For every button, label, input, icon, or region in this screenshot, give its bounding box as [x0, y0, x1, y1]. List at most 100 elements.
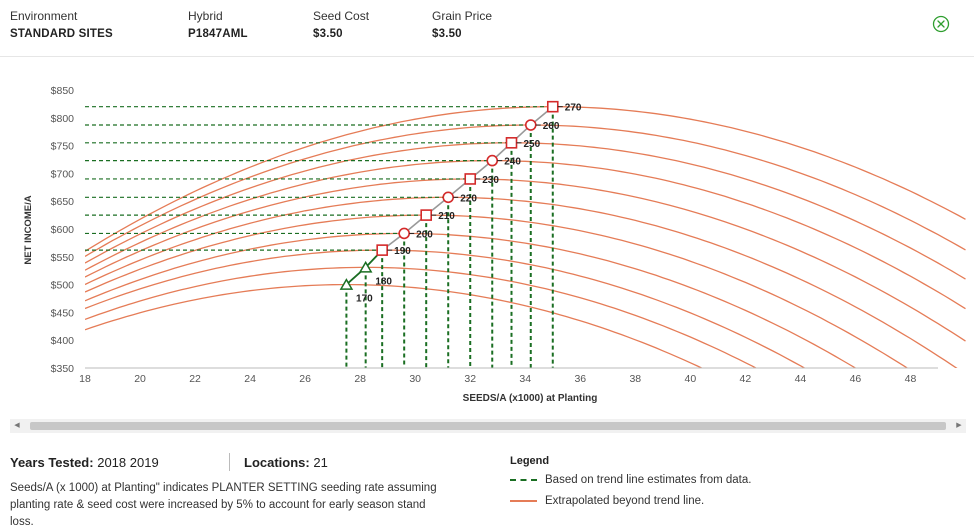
- years-tested-label: Years Tested:: [10, 455, 94, 470]
- solid-orange-swatch: [510, 499, 537, 502]
- legend-item-extrapolated-label: Extrapolated beyond trend line.: [545, 495, 705, 507]
- x-tick-label-46: 46: [850, 373, 862, 385]
- extrapolated-curve-210: [85, 214, 909, 368]
- y-tick-label-450: $450: [51, 307, 75, 319]
- x-tick-label-38: 38: [629, 373, 641, 385]
- x-axis-title: SEEDS/A (x1000) at Planting: [463, 393, 598, 404]
- extrapolated-curve-230: [85, 178, 966, 342]
- hybrid-field: Hybrid P1847AML: [188, 9, 248, 40]
- locations: Locations: 21: [244, 455, 328, 470]
- y-tick-label-400: $400: [51, 335, 75, 347]
- x-tick-label-24: 24: [244, 373, 256, 385]
- x-tick-label-40: 40: [685, 373, 697, 385]
- y-tick-label-550: $550: [51, 252, 75, 264]
- optimum-guide-lines: [85, 106, 554, 368]
- yield-label-260: 260: [543, 121, 560, 132]
- yield-label-240: 240: [504, 157, 521, 168]
- yield-label-170: 170: [356, 294, 373, 305]
- x-tick-label-18: 18: [79, 373, 91, 385]
- environment-label: Environment: [10, 9, 78, 23]
- seed-cost-label: Seed Cost: [313, 9, 370, 23]
- legend-item-trend: Based on trend line estimates from data.: [510, 474, 751, 486]
- x-tick-label-32: 32: [464, 373, 476, 385]
- x-tick-label-30: 30: [409, 373, 421, 385]
- years-tested: Years Tested: 2018 2019: [10, 455, 159, 470]
- circle-marker-260: [524, 119, 537, 131]
- hybrid-value: P1847AML: [188, 28, 248, 40]
- environment-value: STANDARD SITES: [10, 28, 113, 40]
- yield-label-220: 220: [460, 193, 477, 204]
- y-tick-label-600: $600: [51, 224, 75, 236]
- summary-divider: [229, 453, 230, 471]
- y-tick-label-650: $650: [51, 196, 75, 208]
- grain-price-field: Grain Price $3.50: [432, 9, 492, 40]
- extrapolated-curve-180: [85, 266, 758, 368]
- legend-item-extrapolated: Extrapolated beyond trend line.: [510, 495, 704, 507]
- yield-label-250: 250: [524, 139, 541, 150]
- dashed-green-swatch: [510, 478, 537, 481]
- horizontal-scrollbar[interactable]: ◀ ▶: [10, 419, 966, 433]
- y-tick-label-800: $800: [51, 113, 75, 125]
- y-tick-label-500: $500: [51, 280, 75, 292]
- yield-label-200: 200: [416, 229, 433, 240]
- extrapolated-curve-240: [85, 159, 966, 310]
- legend-item-trend-label: Based on trend line estimates from data.: [545, 474, 752, 486]
- close-button[interactable]: [932, 15, 950, 33]
- seed-cost-field: Seed Cost $3.50: [313, 9, 369, 40]
- y-tick-label-750: $750: [51, 141, 75, 153]
- circle-marker-200: [398, 227, 410, 240]
- y-tick-label-350: $350: [51, 363, 75, 375]
- x-tick-label-20: 20: [134, 373, 146, 385]
- axes: 18 20 22 24 26 28 30 32 34 36 38 40 42 44 46 48 $350 $400…: [51, 85, 938, 385]
- extrapolated-curves: [85, 106, 966, 368]
- grain-price-label: Grain Price: [432, 9, 493, 23]
- circle-marker-220: [442, 191, 455, 204]
- circle-marker-240: [486, 154, 499, 167]
- extrapolated-curve-170: [85, 283, 704, 368]
- scroll-left-icon[interactable]: ◀: [14, 422, 20, 429]
- yield-label-210: 210: [438, 211, 455, 222]
- extrapolated-curve-200: [85, 232, 857, 368]
- extrapolated-curve-270: [85, 106, 966, 252]
- y-axis-title: NET INCOME/A: [23, 195, 34, 264]
- x-tick-label-44: 44: [795, 373, 807, 385]
- locations-label: Locations:: [244, 455, 310, 470]
- square-marker-210: [420, 209, 433, 221]
- yield-label-270: 270: [565, 103, 582, 114]
- yield-label-190: 190: [394, 246, 411, 257]
- y-tick-label-850: $850: [51, 85, 75, 97]
- extrapolated-curve-220: [85, 196, 958, 368]
- planting-note: Seeds/A (x 1000) at Planting" indicates …: [10, 482, 437, 527]
- extrapolated-curve-190: [85, 249, 806, 368]
- scroll-right-icon[interactable]: ▶: [956, 422, 962, 429]
- triangle-marker-180: [358, 260, 373, 273]
- y-tick-label-700: $700: [51, 168, 75, 180]
- grain-price-value: $3.50: [432, 28, 462, 40]
- square-marker-270: [546, 100, 559, 113]
- x-tick-label-22: 22: [189, 373, 201, 385]
- x-tick-label-42: 42: [740, 373, 752, 385]
- extrapolated-curve-250: [85, 142, 966, 280]
- square-marker-230: [464, 173, 477, 185]
- close-circle-icon: [932, 15, 950, 33]
- x-tick-label-26: 26: [299, 373, 311, 385]
- seed-cost-value: $3.50: [313, 28, 343, 40]
- x-tick-label-36: 36: [574, 373, 586, 385]
- yield-label-230: 230: [482, 175, 499, 186]
- triangle-marker-170: [339, 278, 354, 290]
- environment-field: Environment STANDARD SITES: [10, 9, 113, 40]
- locations-value: 21: [313, 455, 328, 470]
- scrollbar-thumb[interactable]: [30, 422, 946, 430]
- optimum-markers: [339, 100, 559, 290]
- years-tested-value: 2018 2019: [97, 455, 159, 470]
- x-tick-label-34: 34: [519, 373, 531, 385]
- square-marker-250: [505, 137, 518, 149]
- x-tick-label-28: 28: [354, 373, 366, 385]
- yield-label-180: 180: [375, 276, 392, 287]
- x-tick-label-48: 48: [905, 373, 917, 385]
- header-divider: [0, 56, 974, 57]
- hybrid-label: Hybrid: [188, 9, 223, 23]
- square-marker-190: [376, 244, 388, 256]
